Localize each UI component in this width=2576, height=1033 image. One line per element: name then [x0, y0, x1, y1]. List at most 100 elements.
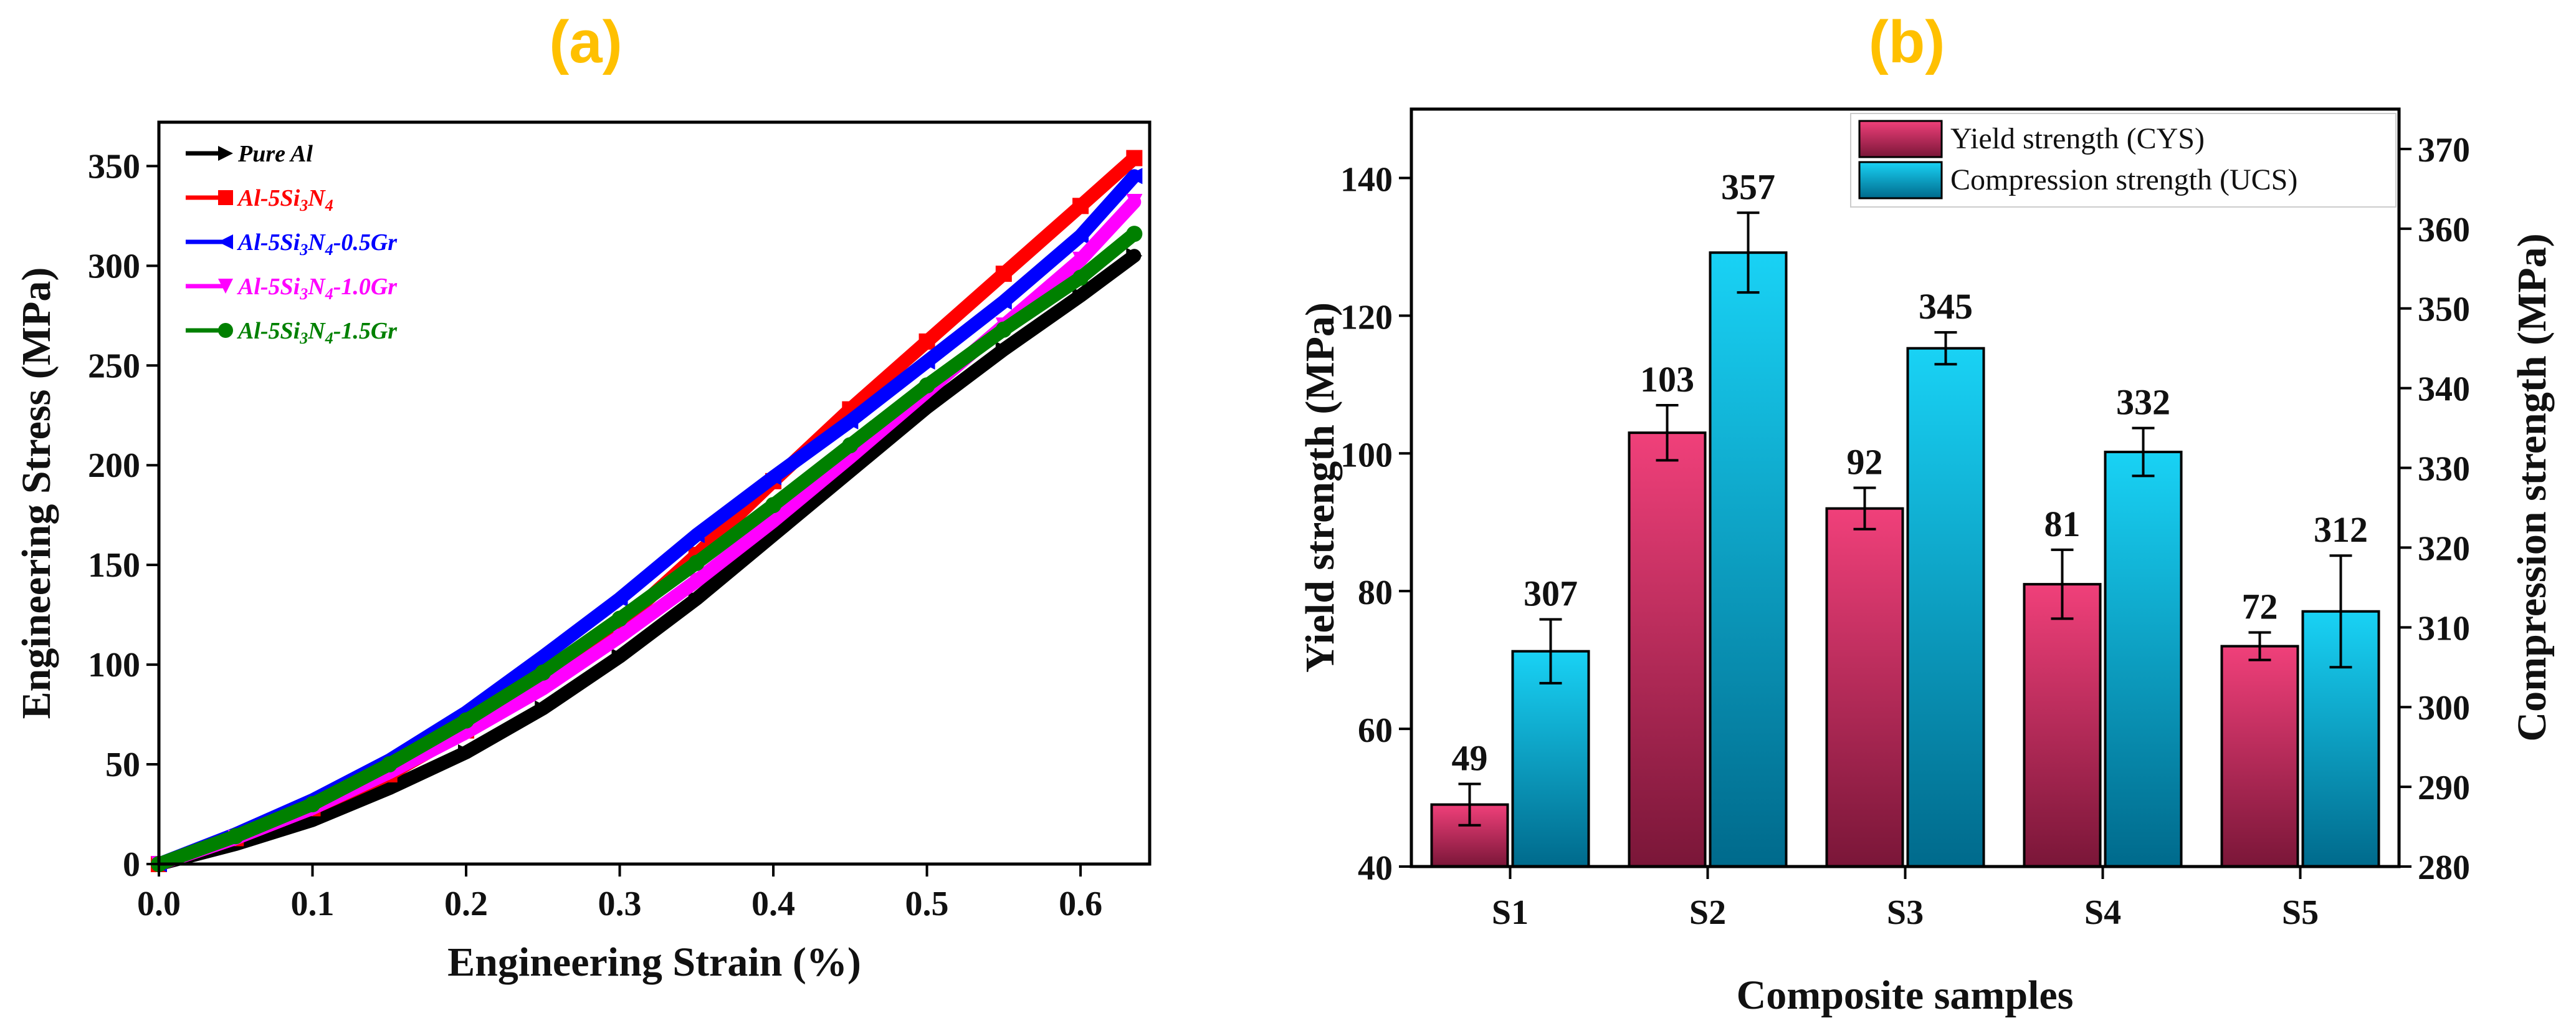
legend-item: Compression strength (UCS)	[1858, 161, 2297, 199]
data-point	[1126, 193, 1143, 210]
y-tick-label: 50	[105, 746, 140, 784]
legend-label-part: 3	[299, 196, 308, 214]
error-bar	[1853, 486, 1876, 531]
legend-label: Compression strength (UCS)	[1950, 163, 2297, 196]
y-tick-label: 140	[1340, 160, 1393, 199]
legend-label-part: 3	[299, 285, 308, 303]
legend-item: Al-5Si3N4-0.5Gr	[186, 229, 398, 259]
data-point	[995, 293, 1012, 310]
error-bar	[1458, 782, 1481, 827]
data-point	[688, 572, 705, 589]
y2-tick-label: 310	[2418, 609, 2470, 648]
data-point	[1126, 150, 1143, 166]
legend-label: Al-5Si3N4-0.5Gr	[237, 229, 398, 259]
y2-tick-label: 290	[2418, 769, 2470, 807]
legend-label: Al-5Si3N4	[237, 185, 333, 214]
legend-item: Al-5Si3N4-1.5Gr	[186, 318, 398, 347]
bar-value-label: 92	[1847, 442, 1883, 483]
data-point	[611, 590, 628, 607]
category-group: 72 312	[2220, 509, 2380, 868]
compression-bar	[1906, 347, 1985, 868]
y-tick-label: 100	[88, 646, 140, 685]
y-tick-label: 200	[88, 446, 140, 485]
chart-a-frame	[157, 120, 1152, 866]
data-point	[688, 527, 705, 544]
series-5	[151, 226, 1143, 872]
legend-label: Pure Al	[237, 141, 313, 167]
y-tick-label: 100	[1340, 436, 1393, 474]
data-point	[842, 413, 859, 430]
legend-label-part: -1.0Gr	[333, 274, 398, 300]
x-tick-label: S1	[1492, 893, 1529, 932]
legend-label-part: -0.5Gr	[333, 229, 398, 256]
bar-value-label: 49	[1452, 738, 1488, 778]
compression-bar	[2104, 450, 2183, 868]
bar-value-label: 312	[2314, 509, 2368, 550]
chart-a-y-axis-title: Engineering Stress (MPa)	[14, 267, 59, 719]
legend-label-part: Al-5Si	[237, 185, 300, 211]
y-tick-label: 150	[88, 546, 140, 585]
bar-value-label: 81	[2044, 504, 2081, 544]
data-point	[227, 828, 244, 845]
y2-tick-label: 350	[2418, 291, 2470, 329]
chart-b-left-y-axis-title: Yield strength (MPa)	[1297, 302, 1343, 673]
legend-label-part: 4	[325, 329, 333, 347]
x-tick-label: S2	[1689, 893, 1726, 932]
chart-b-left-y-ticks: 40 60 80 100 120 140	[1340, 160, 1411, 888]
data-point	[611, 628, 628, 645]
legend-swatch	[1858, 161, 1943, 199]
y-tick-label: 350	[88, 147, 140, 186]
x-tick-label: 0.0	[137, 885, 181, 923]
data-point	[1072, 269, 1089, 286]
data-point	[765, 512, 782, 529]
error-bar	[2248, 631, 2271, 661]
legend-label: Al-5Si3N4-1.0Gr	[237, 274, 398, 303]
x-tick-label: 0.4	[751, 885, 795, 923]
y-tick-label: 60	[1358, 711, 1393, 750]
x-tick-label: 0.5	[905, 885, 949, 923]
x-tick-label: 0.1	[291, 885, 335, 923]
y2-tick-label: 300	[2418, 689, 2470, 728]
data-point	[995, 341, 1012, 358]
series-line	[152, 249, 1142, 871]
data-point	[535, 700, 551, 717]
yield-bar	[2220, 645, 2299, 868]
yield-bar	[1825, 507, 1904, 868]
legend-label-part: N	[307, 185, 326, 211]
x-tick-label: 0.2	[444, 885, 488, 923]
data-point	[1126, 168, 1143, 185]
chart-b-x-axis-title: Composite samples	[1737, 973, 2074, 1018]
data-point	[918, 333, 935, 350]
data-point	[611, 610, 628, 627]
x-tick-label: 0.6	[1059, 885, 1102, 923]
series-line	[152, 151, 1142, 871]
legend-label-part: Pure Al	[237, 141, 313, 167]
chart-b-right-y-axis-title: Compression strength (MPa)	[2509, 233, 2555, 741]
bar-value-label: 332	[2116, 382, 2170, 423]
data-point	[535, 648, 551, 665]
series-1	[151, 247, 1143, 872]
error-bar	[1934, 331, 1957, 366]
x-tick-label: 0.3	[598, 885, 642, 923]
chart-a-x-axis-title: Engineering Strain (%)	[447, 939, 861, 985]
legend-label-part: 3	[299, 329, 308, 347]
series-line	[152, 227, 1142, 871]
legend-label-part: N	[307, 229, 326, 256]
legend-marker	[218, 279, 233, 294]
bar-value-label: 345	[1919, 286, 1973, 327]
compression-bar	[1709, 251, 1788, 868]
y-tick-label: 300	[88, 247, 140, 286]
chart-b-strength-bars: 49 307 103 357 92 345 81 332 72 312 S1 S2 S3 S4 S5 40…	[1297, 107, 2555, 1018]
legend-label-part: 4	[325, 241, 333, 259]
legend-marker	[218, 146, 233, 161]
legend-label-part: N	[307, 274, 326, 300]
error-bar	[2132, 426, 2155, 478]
legend-item: Pure Al	[186, 141, 313, 167]
y-tick-label: 0	[123, 845, 140, 884]
y2-tick-label: 340	[2418, 370, 2470, 409]
data-point	[381, 780, 398, 797]
legend-label-part: 3	[299, 241, 308, 259]
data-point	[918, 377, 935, 394]
y2-tick-label: 320	[2418, 529, 2470, 568]
data-point	[611, 648, 628, 665]
